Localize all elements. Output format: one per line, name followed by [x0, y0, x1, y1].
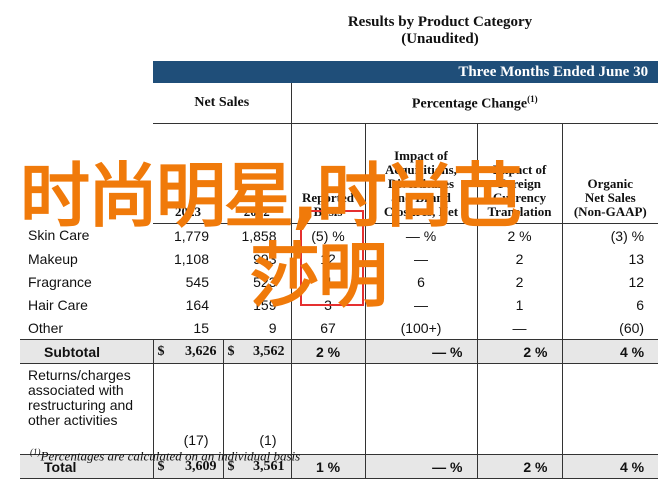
footnote-mark: (1) — [30, 447, 41, 457]
col-header-foreign-currency: Impact of Foreign Currency Translation — [476, 123, 562, 224]
col-header-2023: 2023 — [153, 123, 223, 224]
returns-row: Returns/charges associated with restruct… — [20, 363, 658, 455]
product-category-table: Three Months Ended June 30 Net Sales Per… — [20, 61, 658, 479]
footnote-text: Percentages are calculated on an individ… — [40, 448, 301, 464]
table-row: Skin Care 1,779 1,858 (5) % — % 2 % (3) … — [20, 223, 658, 247]
footnote: (1)Percentages are calculated on an indi… — [30, 447, 300, 464]
watermark-line2: 莎明 — [250, 235, 388, 317]
report-title-line1: Results by Product Category — [347, 14, 533, 30]
net-sales-group-header: Net Sales — [153, 83, 291, 124]
table-row: Other 15 9 67 (100+) — (60) — [20, 316, 658, 340]
footnote-mark: (1) — [527, 93, 538, 104]
col-header-reported-basis: Reported Basis — [290, 123, 365, 224]
report-title: Results by Product Category (Unaudited) — [300, 14, 580, 48]
watermark-line1: 时尚明星,时尚芭 — [20, 155, 523, 237]
table-row: Fragrance 545 523 4 6 2 12 — [20, 270, 658, 293]
col-header-organic-net-sales: Organic Net Sales (Non-GAAP) — [561, 123, 658, 224]
highlight-box — [300, 210, 364, 306]
col-header-acquisitions: Impact of Acquisitions, Divestitures and Br… — [364, 123, 477, 224]
period-header: Three Months Ended June 30 — [153, 61, 658, 83]
table-row: Makeup 1,108 993 12 — 2 13 — [20, 247, 658, 270]
percentage-change-group-header: Percentage Change(1) — [290, 83, 658, 124]
subtotal-row: Subtotal $3,626 $3,562 2 % — % 2 % 4 % — [20, 339, 658, 364]
report-title-line2: (Unaudited) — [401, 31, 479, 47]
col-header-2022: 2022 — [223, 123, 291, 224]
